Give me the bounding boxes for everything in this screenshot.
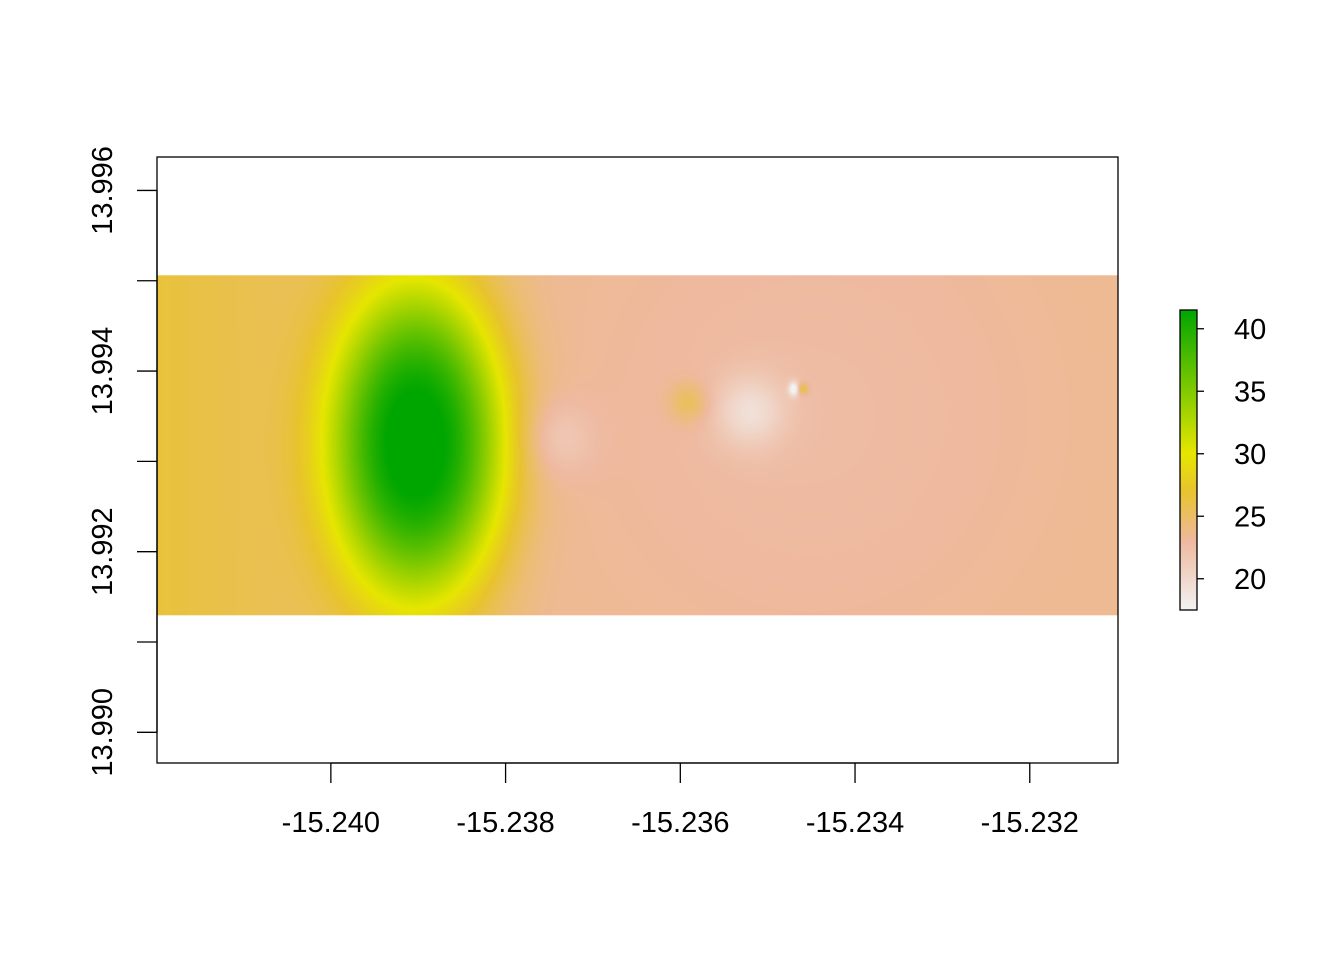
x-tick-label: -15.240 (282, 807, 380, 839)
x-tick-label: -15.236 (631, 807, 729, 839)
x-tick-label: -15.234 (806, 807, 904, 839)
x-tick-label: -15.232 (981, 807, 1079, 839)
legend-tick-label: 20 (1234, 564, 1266, 596)
legend-tick-label: 30 (1234, 439, 1266, 471)
y-tick-label: 13.996 (87, 146, 119, 235)
legend-tick-label: 35 (1234, 376, 1266, 408)
legend-tick-label: 25 (1234, 501, 1266, 533)
raster-surface (157, 275, 1118, 616)
y-tick-label: 13.994 (87, 327, 119, 416)
raster-layer (157, 275, 1118, 616)
legend-colorbar (1179, 309, 1198, 611)
color-legend: 20 25 30 35 40 (1179, 309, 1266, 611)
y-axis: 13.990 13.992 13.994 13.996 (87, 146, 158, 777)
y-tick-label: 13.992 (87, 507, 119, 596)
legend-tick-label: 40 (1234, 314, 1266, 346)
x-axis: -15.240 -15.238 -15.236 -15.234 -15.232 (282, 762, 1079, 839)
x-tick-label: -15.238 (456, 807, 554, 839)
y-tick-label: 13.990 (87, 688, 119, 777)
